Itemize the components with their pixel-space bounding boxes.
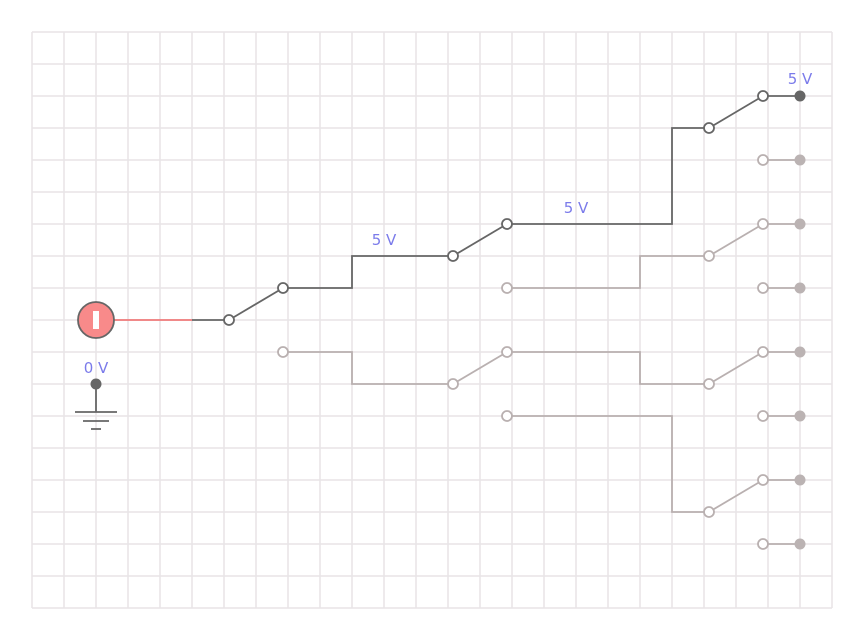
output-probe-icon — [794, 410, 806, 422]
switch-switch-3-a[interactable] — [703, 90, 769, 166]
wire — [507, 255, 709, 289]
switch-terminal — [757, 282, 769, 294]
switch-switch-3-b[interactable] — [703, 218, 769, 294]
switch-terminal — [703, 506, 715, 518]
ground-terminal — [90, 378, 102, 390]
switch-terminal — [277, 282, 289, 294]
switch-terminal — [501, 346, 513, 358]
output-probe-icon — [794, 538, 806, 550]
switch-terminal — [757, 90, 769, 102]
switch-terminal — [757, 474, 769, 486]
switch-terminal — [757, 218, 769, 230]
switch-terminal — [757, 154, 769, 166]
wire — [507, 415, 709, 513]
wire — [283, 255, 453, 289]
switch-terminal — [447, 378, 459, 390]
wire — [507, 127, 709, 225]
labels: 5 V 5 V 5 V 0 V — [84, 70, 813, 377]
switch-terminal — [757, 410, 769, 422]
switch-switch-2-lower[interactable] — [447, 346, 513, 422]
switch-terminal — [703, 378, 715, 390]
output-probe-icon — [794, 474, 806, 486]
output-probe-icon — [794, 346, 806, 358]
switch-terminal — [277, 346, 289, 358]
voltage-label-switch2: 5 V — [564, 199, 589, 217]
wire — [507, 351, 709, 385]
voltage-label-switch1: 5 V — [372, 231, 397, 249]
switch-terminal — [757, 346, 769, 358]
switch-terminal — [757, 538, 769, 550]
switch-terminal — [501, 282, 513, 294]
wire — [283, 351, 453, 385]
ground-icon — [75, 378, 117, 430]
switch-switch-3-d[interactable] — [703, 474, 769, 550]
output-probe-icon — [794, 282, 806, 294]
voltage-label-output: 5 V — [788, 70, 813, 88]
output-probe-icon — [794, 218, 806, 230]
switch-terminal — [501, 410, 513, 422]
switch-terminal — [223, 314, 235, 326]
power-on-indicator-icon — [93, 311, 99, 329]
components — [75, 90, 806, 550]
voltage-label-ground: 0 V — [84, 359, 109, 377]
switch-lever[interactable] — [708, 223, 764, 257]
switch-terminal — [703, 250, 715, 262]
output-probe-icon — [794, 154, 806, 166]
switch-lever[interactable] — [228, 287, 284, 321]
switch-terminal — [703, 122, 715, 134]
switch-lever[interactable] — [452, 351, 508, 385]
switch-lever[interactable] — [708, 95, 764, 129]
switch-lever[interactable] — [708, 351, 764, 385]
switch-lever[interactable] — [708, 479, 764, 513]
switch-switch-1[interactable] — [223, 282, 289, 358]
wires — [114, 95, 800, 545]
switch-switch-3-c[interactable] — [703, 346, 769, 422]
switch-terminal — [447, 250, 459, 262]
switch-terminal — [501, 218, 513, 230]
switch-lever[interactable] — [452, 223, 508, 257]
power-source-toggle[interactable] — [77, 301, 115, 339]
switch-switch-2-upper[interactable] — [447, 218, 513, 294]
output-probe-icon — [794, 90, 806, 102]
